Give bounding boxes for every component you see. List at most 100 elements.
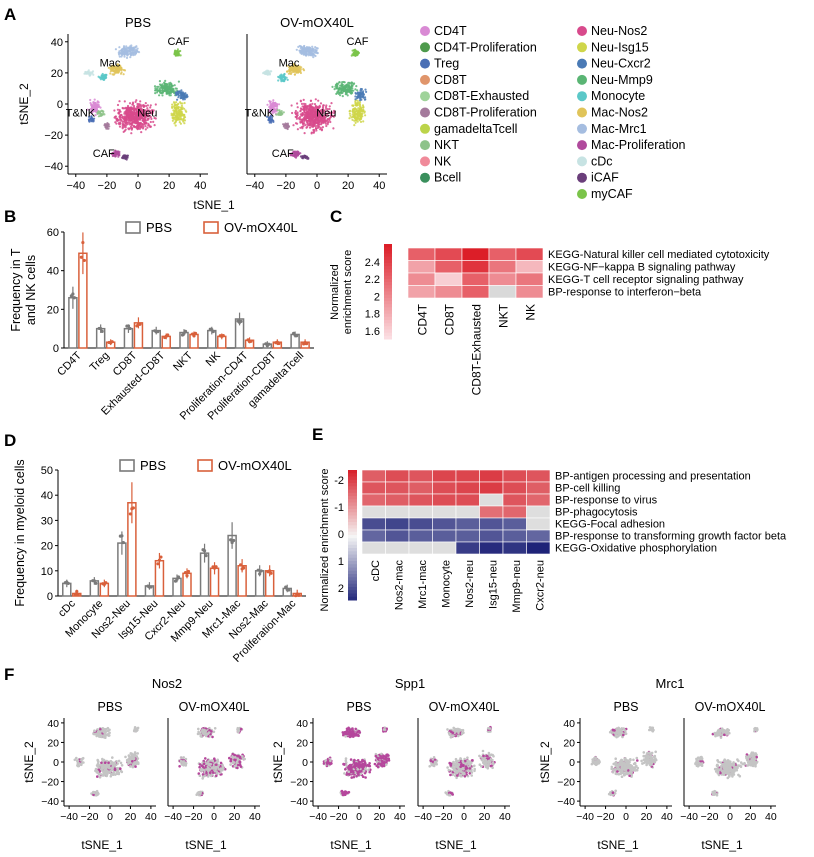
scatter-point <box>138 127 141 130</box>
data-point <box>297 593 301 597</box>
feature-point <box>197 732 201 735</box>
scatter-point <box>179 49 182 53</box>
scatter-point <box>130 132 133 135</box>
y-tick-label: 60 <box>47 227 59 239</box>
scatter-point <box>122 73 125 76</box>
scatter-point <box>173 91 176 95</box>
scatter-point <box>359 93 362 96</box>
scatter-point <box>176 110 180 113</box>
scatter-point <box>183 114 186 117</box>
data-point <box>82 258 86 263</box>
colorbar-tick-label: 2.2 <box>365 274 380 286</box>
scatter-point <box>280 77 283 80</box>
x-tick-label: 40 <box>145 811 157 823</box>
scatter-point <box>336 91 339 95</box>
x-tick-label: −40 <box>66 180 85 192</box>
colorbar-segment <box>348 470 357 474</box>
colorbar-segment <box>384 263 392 267</box>
scatter-point <box>299 99 302 102</box>
scatter-point <box>359 95 362 98</box>
colorbar-segment <box>348 505 357 510</box>
scatter-point <box>183 96 186 99</box>
feature-point <box>208 771 212 775</box>
scatter-point <box>358 91 361 94</box>
scatter-point <box>307 119 310 122</box>
scatter-point <box>286 70 289 73</box>
scatter-point <box>128 114 131 117</box>
legend-label: CD4T <box>434 24 467 38</box>
scatter-point <box>129 51 132 54</box>
scatter-point <box>88 119 91 122</box>
scatter-point <box>313 110 316 113</box>
scatter-point <box>102 77 105 81</box>
scatter-point <box>362 95 365 98</box>
heatmap-cell <box>526 493 551 507</box>
feature-point <box>134 762 138 766</box>
scatter-point <box>116 69 119 72</box>
colorbar-segment <box>348 489 357 494</box>
scatter-point <box>96 101 99 104</box>
legend-marker <box>420 26 430 36</box>
feature-point <box>110 772 113 776</box>
scatter-point <box>364 114 367 117</box>
scatter-point <box>130 44 133 47</box>
x-axis-title: tSNE_1 <box>193 198 235 212</box>
legend-label: Treg <box>434 57 459 71</box>
scatter-point <box>152 120 155 123</box>
x-tick-label: 20 <box>229 811 241 823</box>
scatter-point <box>316 122 320 126</box>
feature-point <box>342 762 345 766</box>
legend-label: Monocyte <box>591 89 645 103</box>
colorbar-segment <box>348 541 357 546</box>
heatmap-cell <box>488 260 517 274</box>
data-point <box>156 562 160 566</box>
scatter-point <box>129 56 132 59</box>
scatter-point <box>137 51 141 54</box>
scatter-point <box>113 151 116 154</box>
heatmap-cell <box>408 469 433 483</box>
scatter-point <box>174 51 177 54</box>
scatter-point <box>343 89 346 92</box>
scatter-point <box>116 118 119 121</box>
scatter-point <box>140 122 143 125</box>
colorbar-segment <box>384 282 392 286</box>
scatter-point <box>100 113 103 117</box>
scatter-point <box>353 107 357 110</box>
legend-label: myCAF <box>591 187 633 201</box>
scatter-point <box>300 108 303 111</box>
data-point <box>185 574 189 578</box>
feature-point <box>205 771 208 775</box>
scatter-point <box>173 113 176 117</box>
scatter-point <box>328 107 331 111</box>
scatter-point <box>145 104 148 108</box>
scatter-point <box>88 115 91 118</box>
scatter-point <box>104 74 107 77</box>
scatter-point <box>319 102 323 105</box>
condition-title: PBS <box>97 700 122 714</box>
scatter-point <box>176 98 179 101</box>
scatter-point <box>180 96 183 99</box>
scatter-point <box>299 70 302 73</box>
feature-point <box>119 761 123 765</box>
scatter-point <box>361 109 365 112</box>
scatter-point <box>356 53 359 56</box>
scatter-point <box>358 109 361 112</box>
feature-point <box>131 760 134 763</box>
scatter-point <box>300 125 304 129</box>
scatter-point <box>144 119 147 122</box>
scatter-point <box>170 85 173 88</box>
data-point <box>104 581 108 585</box>
scatter-point <box>339 84 342 87</box>
scatter-point <box>326 110 329 113</box>
scatter-point <box>326 108 329 111</box>
feature-point <box>120 764 124 767</box>
scatter-point <box>90 118 93 121</box>
scatter-point <box>277 103 281 106</box>
scatter-point <box>311 49 314 52</box>
colorbar-segment <box>348 596 357 601</box>
feature-point <box>94 793 98 796</box>
colorbar-segment <box>384 332 392 337</box>
scatter-point <box>118 100 121 103</box>
colorbar-title-line: Normalized <box>329 264 341 320</box>
scatter-point <box>111 154 114 158</box>
